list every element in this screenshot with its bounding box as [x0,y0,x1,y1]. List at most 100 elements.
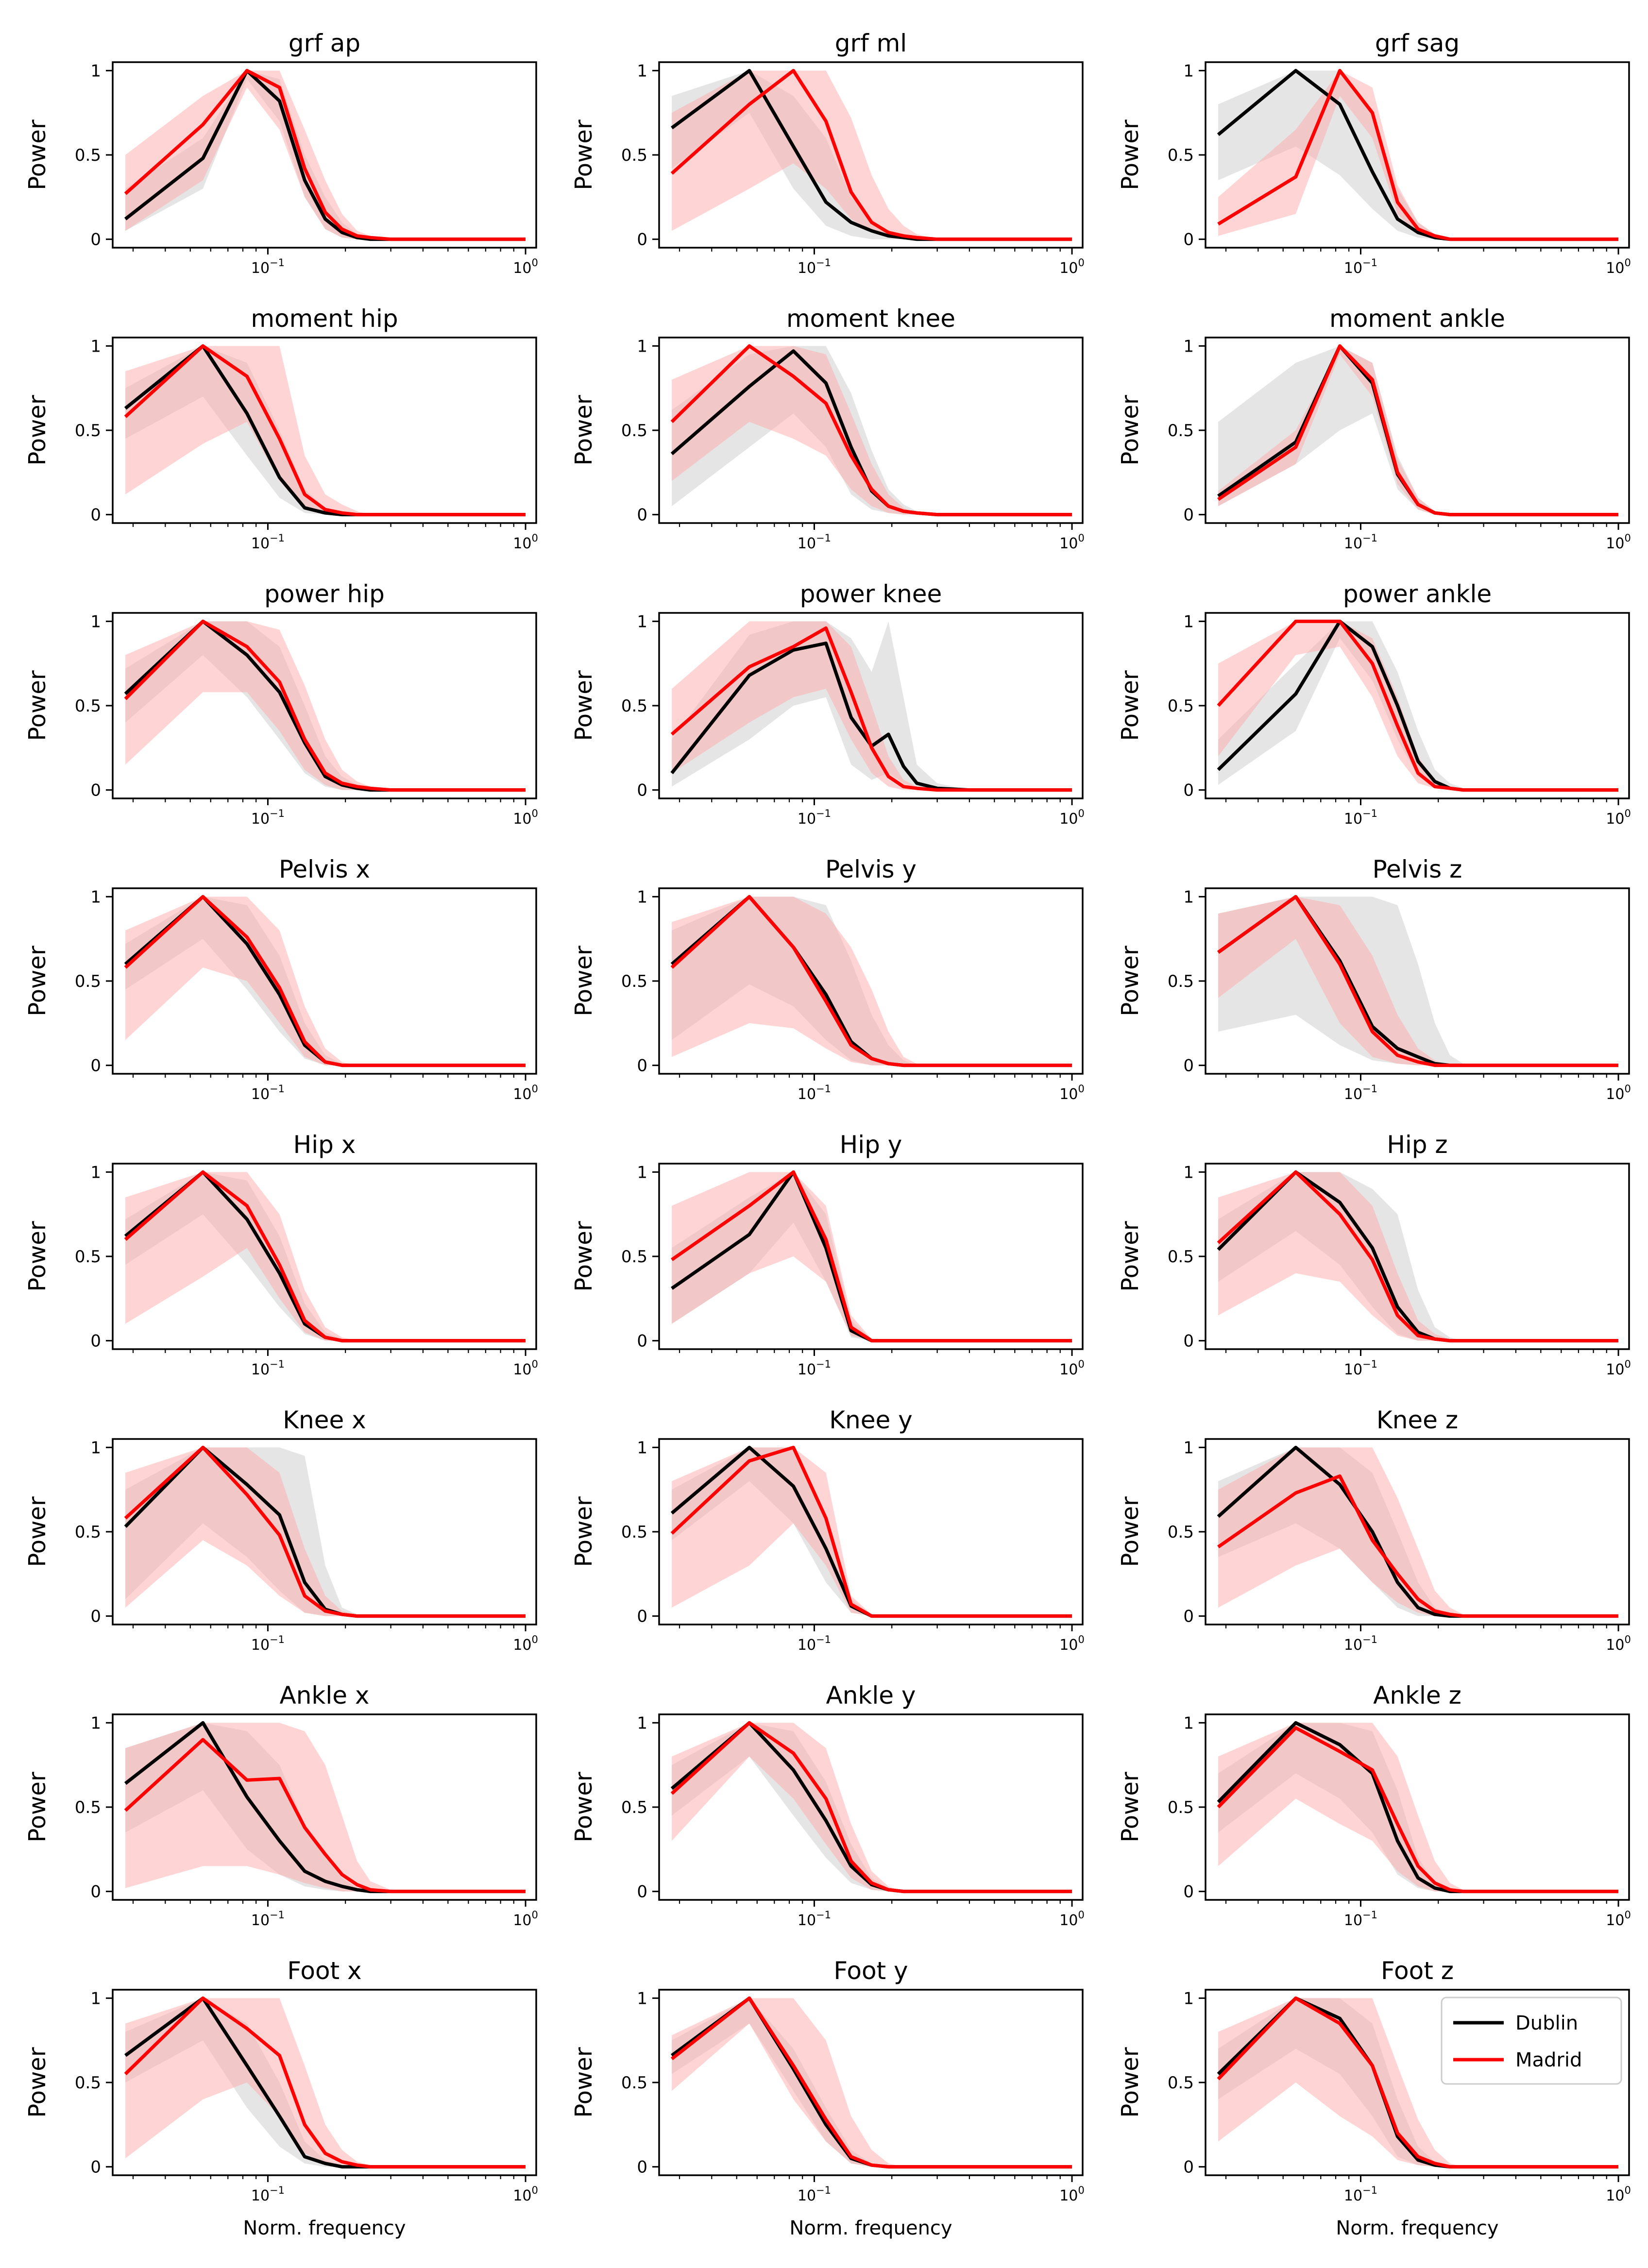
x-tick-label: 100 [1606,1634,1631,1654]
x-tick-label: 10−1 [251,532,285,552]
series-line-madrid [670,1721,1072,1894]
subplot-title: power knee [800,580,942,608]
series-line-madrid [670,344,1072,517]
y-tick-label: 0.5 [75,1523,101,1542]
band-madrid [1218,1172,1618,1341]
subplot: 0 0.5 1 10−1 100 Hip x Power [24,1131,538,1378]
series-line-madrid [670,1445,1072,1618]
x-tick-label: 100 [1059,1083,1085,1103]
y-tick-label: 0 [90,2158,101,2177]
band-madrid [1218,1447,1618,1616]
band-dublin [1218,346,1618,515]
subplot: 0 0.5 1 10−1 100 Ankle x Power [24,1681,538,1929]
subplot: 0 0.5 1 10−1 100 Ankle z Power [1117,1681,1631,1929]
y-axis-label: Power [570,1221,597,1291]
y-tick-label: 0 [1183,506,1194,525]
y-tick-label: 1 [637,337,647,356]
x-tick-label: 100 [513,1358,538,1378]
series-line-madrid [1217,619,1618,792]
subplot: 0 0.5 1 10−1 100 power hip Power [24,580,538,828]
subplot-title: Hip x [293,1131,356,1159]
subplot-title: Pelvis z [1373,855,1462,883]
y-tick-label: 1 [1183,337,1194,356]
x-tick-label: 100 [513,808,538,828]
series-line-madrid [1217,344,1618,517]
y-tick-label: 0.5 [1168,2073,1194,2093]
y-tick-label: 0.5 [1168,421,1194,440]
series-line-madrid [1217,1996,1618,2169]
x-tick-label: 10−1 [1344,1909,1377,1929]
x-tick-label: 100 [1606,808,1631,828]
band-madrid [1218,897,1618,1066]
series-line-madrid [124,1445,526,1618]
y-axis-label: Power [24,1772,51,1842]
x-tick-label: 100 [513,532,538,552]
y-tick-label: 1 [90,612,101,631]
subplot: 0 0.5 1 10−1 100 Pelvis z Power [1117,855,1631,1103]
x-tick-label: 100 [1606,1909,1631,1929]
x-tick-label: 100 [513,1634,538,1654]
subplot: 0 0.5 1 10−1 100 Foot z Power Norm. frequency Du… [1117,1957,1631,2239]
x-tick-label: 10−1 [1344,808,1377,828]
y-axis-label: Power [570,395,597,465]
series-line-madrid [124,895,526,1067]
subplot-title: Hip z [1387,1131,1447,1159]
subplot: 0 0.5 1 10−1 100 grf ml Power [570,29,1085,277]
band-dublin [1218,621,1618,790]
y-tick-label: 0 [90,781,101,800]
y-tick-label: 0.5 [75,1798,101,1817]
y-axis-label: Power [1117,946,1144,1016]
y-tick-label: 0.5 [1168,1523,1194,1542]
x-tick-label: 100 [513,2184,538,2204]
x-tick-label: 100 [513,1909,538,1929]
y-tick-label: 1 [637,1989,647,2008]
y-tick-label: 0.5 [621,1523,647,1542]
y-tick-label: 0 [1183,230,1194,250]
series-line-madrid [124,1170,526,1343]
y-tick-label: 0.5 [621,2073,647,2093]
series-line-madrid [124,1996,526,2169]
subplot: 0 0.5 1 10−1 100 Knee x Power [24,1406,538,1654]
subplot: 0 0.5 1 10−1 100 Foot y Power Norm. frequency [570,1957,1085,2239]
y-axis-label: Power [1117,1772,1144,1842]
y-tick-label: 0 [90,1882,101,1902]
series-line-madrid [124,68,526,241]
x-tick-label: 10−1 [798,808,831,828]
y-tick-label: 0 [90,1056,101,1076]
series-line-madrid [124,344,526,517]
y-tick-label: 1 [90,337,101,356]
x-tick-label: 10−1 [1344,1358,1377,1378]
x-tick-label: 100 [1606,1358,1631,1378]
series-line-madrid [670,1996,1072,2169]
y-axis-label: Power [570,946,597,1016]
y-tick-label: 0 [637,1056,647,1076]
subplot: 0 0.5 1 10−1 100 grf sag Power [1117,29,1631,277]
x-tick-label: 100 [1606,2184,1631,2204]
y-axis-label: Power [1117,1221,1144,1291]
x-tick-label: 10−1 [251,2184,285,2204]
x-tick-label: 10−1 [251,808,285,828]
y-tick-label: 0 [90,230,101,250]
subplot-title: Pelvis x [279,855,370,883]
series-line-madrid [124,1738,526,1894]
band-madrid [125,1447,526,1616]
subplot: 0 0.5 1 10−1 100 Foot x Power Norm. frequency [24,1957,538,2239]
x-tick-label: 100 [1606,1083,1631,1103]
series-line-madrid [1217,1170,1618,1343]
y-axis-label: Power [570,670,597,741]
y-axis-label: Power [570,1496,597,1567]
series-line-madrid [670,68,1072,241]
subplot-title: Hip y [840,1131,902,1159]
band-madrid [672,1998,1072,2167]
y-tick-label: 0 [1183,1882,1194,1902]
band-madrid [1218,1998,1618,2167]
y-tick-label: 0 [1183,2158,1194,2177]
y-tick-label: 0 [637,2158,647,2177]
subplot: 0 0.5 1 10−1 100 Ankle y Power [570,1681,1085,1929]
x-tick-label: 100 [513,257,538,277]
x-axis-label: Norm. frequency [789,2217,952,2239]
x-tick-label: 100 [1059,532,1085,552]
subplot: 0 0.5 1 10−1 100 Pelvis x Power [24,855,538,1103]
y-axis-label: Power [1117,1496,1144,1567]
y-tick-label: 0.5 [75,146,101,165]
